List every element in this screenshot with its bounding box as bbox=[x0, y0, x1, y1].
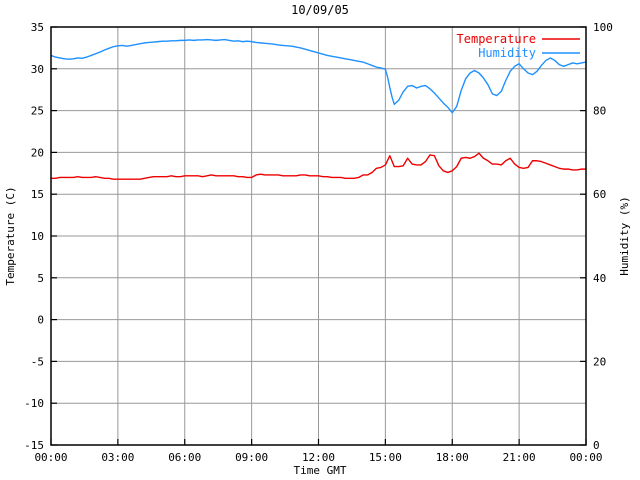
x-axis-ticks: 00:00 03:00 06:00 09:00 12:00 15:00 18:00 21:00… bbox=[34, 439, 603, 464]
y2-axis-label: Humidity (%) bbox=[618, 196, 631, 275]
legend-item-temperature: Temperature bbox=[457, 32, 536, 46]
x-tick-label: 00:00 bbox=[569, 451, 602, 464]
y-tick-label: 15 bbox=[31, 188, 44, 201]
y-tick-label: 0 bbox=[37, 314, 44, 327]
x-tick-label: 21:00 bbox=[503, 451, 536, 464]
y-tick-label: 30 bbox=[31, 63, 44, 76]
y-tick-label: 25 bbox=[31, 105, 44, 118]
x-tick-label: 00:00 bbox=[34, 451, 67, 464]
y-tick-label: -10 bbox=[24, 397, 44, 410]
x-tick-label: 15:00 bbox=[369, 451, 402, 464]
legend-item-humidity: Humidity bbox=[478, 46, 536, 60]
y-tick-label: -5 bbox=[31, 355, 44, 368]
series-lines bbox=[50, 38, 587, 180]
legend: Temperature Humidity bbox=[457, 32, 580, 60]
gridlines bbox=[51, 27, 586, 445]
y2-tick-label: 0 bbox=[593, 439, 600, 452]
y2-tick-label: 20 bbox=[593, 355, 606, 368]
y2-tick-label: 40 bbox=[593, 272, 606, 285]
y-tick-label: 10 bbox=[31, 230, 44, 243]
y-axis-label: Temperature (C) bbox=[4, 186, 17, 285]
y-tick-label: 35 bbox=[31, 21, 44, 34]
x-axis-label: Time GMT bbox=[294, 464, 347, 477]
y2-tick-label: 100 bbox=[593, 21, 613, 34]
x-tick-label: 03:00 bbox=[101, 451, 134, 464]
y-tick-label: 20 bbox=[31, 146, 44, 159]
y2-axis-ticks: 0 20 40 60 80 100 bbox=[580, 21, 613, 452]
x-tick-label: 09:00 bbox=[235, 451, 268, 464]
x-tick-label: 12:00 bbox=[302, 451, 335, 464]
x-tick-label: 18:00 bbox=[436, 451, 469, 464]
y2-tick-label: 60 bbox=[593, 188, 606, 201]
y-axis-ticks: -15 -10 -5 0 5 10 15 20 25 30 35 bbox=[24, 21, 57, 452]
y2-tick-label: 80 bbox=[593, 105, 606, 118]
chart-title: 10/09/05 bbox=[291, 3, 349, 17]
x-tick-label: 06:00 bbox=[168, 451, 201, 464]
y-tick-label: 5 bbox=[37, 272, 44, 285]
series-line-humidity bbox=[50, 38, 587, 114]
y-tick-label: -15 bbox=[24, 439, 44, 452]
series-line-temperature bbox=[50, 152, 587, 180]
